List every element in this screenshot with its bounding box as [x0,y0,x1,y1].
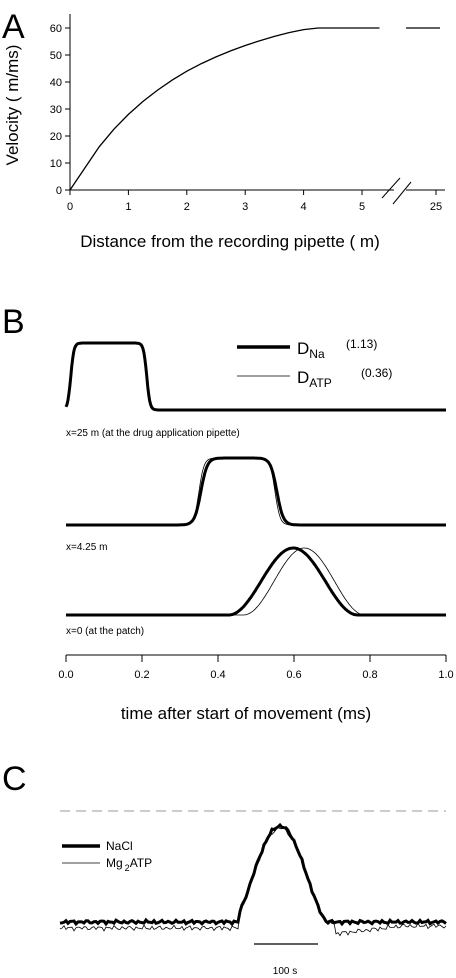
panel-b-x-ticks: 0.0 0.2 0.4 0.6 0.8 1.0 [58,655,454,681]
x-tick-label: 1.0 [438,669,453,681]
trace-nacl [59,822,447,927]
axis-break-mark-1 [381,177,401,199]
x-tick-label: 0 [67,201,73,213]
y-tick-label: 50 [50,50,62,62]
y-tick-label: 10 [50,158,62,170]
panel-b-x-label: time after start of movement (ms) [121,704,371,723]
panel-letter-b: B [2,303,25,341]
trace-3-datp [66,547,446,616]
x-tick-label: 0.8 [362,669,377,681]
trace-caption-3: x=0 (at the patch) [66,626,144,637]
panel-a-x-ticks: 0 1 2 3 4 5 25 [67,190,442,213]
y-tick-label: 0 [56,185,62,197]
trace-2-datp [66,457,446,526]
panel-a-x-label: Distance from the recording pipette ( m) [80,232,380,251]
x-tick-label: 0.6 [286,669,301,681]
x-tick-label: 0.2 [134,669,149,681]
panel-a-y-label: Velocity ( m/ms) [3,45,22,166]
y-tick-label: 60 [50,23,62,35]
panel-a-velocity-curve [69,27,380,191]
trace-3-dna [66,546,446,617]
panel-letter-a: A [2,8,25,46]
panel-c: C NaCl Mg 2ATP 100 s [2,760,447,977]
panel-b-legend: DNa (1.13) DATP (0.36) [237,337,392,390]
legend-mgatp-label: Mg 2ATP [106,856,152,873]
panel-letter-c: C [2,760,27,798]
panel-a-x-axis [70,177,445,205]
scale-bar-label: 100 s [273,966,297,977]
x-tick-label: 5 [359,201,365,213]
y-tick-label: 40 [50,77,62,89]
trace-caption-2: x=4.25 m [66,542,107,553]
y-tick-label: 20 [50,131,62,143]
x-tick-label: 2 [184,201,190,213]
y-tick-label: 30 [50,104,62,116]
panel-b: B DNa (1.13) DATP (0.36) x=25 m (at the … [2,303,454,723]
trace-2-dna [66,456,446,527]
x-tick-label: 3 [242,201,248,213]
x-tick-label: 1 [125,201,131,213]
panel-a: A 0 10 20 30 40 50 60 0 1 2 3 4 5 25 Velocity ( m/ms… [2,8,445,251]
legend-datp-label: DATP [297,368,332,390]
trace-1-dna [64,341,446,412]
x-tick-label: 4 [301,201,307,213]
x-tick-label: 0.4 [210,669,225,681]
axis-break-mark-2 [392,181,412,205]
x-tick-label: 0.0 [58,669,73,681]
legend-dna-label: DNa [297,339,325,361]
legend-datp-value: (0.36) [361,366,392,380]
legend-dna-value: (1.13) [346,337,377,351]
trace-caption-1: x=25 m (at the drug application pipette) [66,428,240,439]
panel-c-legend: NaCl Mg 2ATP [62,839,152,873]
panel-a-y-ticks: 0 10 20 30 40 50 60 [50,23,70,197]
panel-b-traces [64,341,446,617]
legend-nacl-label: NaCl [106,839,133,853]
x-tick-label: 25 [430,201,442,213]
